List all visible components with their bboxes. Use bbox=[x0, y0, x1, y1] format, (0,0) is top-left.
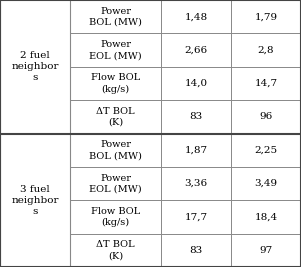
Bar bbox=[70, 234, 161, 267]
Text: 1,48: 1,48 bbox=[185, 12, 208, 21]
Text: ΔT BOL
(K): ΔT BOL (K) bbox=[96, 107, 135, 127]
Bar bbox=[231, 100, 301, 134]
Text: 14,7: 14,7 bbox=[254, 79, 278, 88]
Text: 17,7: 17,7 bbox=[185, 213, 208, 221]
Text: 18,4: 18,4 bbox=[254, 213, 278, 221]
Text: 2,25: 2,25 bbox=[254, 146, 278, 155]
Bar bbox=[70, 167, 161, 200]
Text: Power
BOL (MW): Power BOL (MW) bbox=[89, 7, 142, 27]
Bar bbox=[231, 167, 301, 200]
Text: 2,8: 2,8 bbox=[258, 46, 274, 54]
Bar bbox=[70, 200, 161, 234]
Text: 3,36: 3,36 bbox=[185, 179, 208, 188]
Bar bbox=[161, 0, 231, 33]
Text: 97: 97 bbox=[259, 246, 273, 255]
Bar bbox=[70, 100, 161, 134]
Text: Flow BOL
(kg/s): Flow BOL (kg/s) bbox=[91, 73, 140, 93]
Text: Power
EOL (MW): Power EOL (MW) bbox=[89, 40, 142, 60]
Bar bbox=[161, 67, 231, 100]
Bar bbox=[231, 234, 301, 267]
Text: Power
EOL (MW): Power EOL (MW) bbox=[89, 174, 142, 194]
Text: 1,87: 1,87 bbox=[185, 146, 208, 155]
Text: 1,79: 1,79 bbox=[254, 12, 278, 21]
Text: 2 fuel
neighbor
s: 2 fuel neighbor s bbox=[11, 51, 59, 82]
Bar bbox=[231, 67, 301, 100]
Bar bbox=[70, 33, 161, 67]
Bar bbox=[70, 0, 161, 33]
Text: 3,49: 3,49 bbox=[254, 179, 278, 188]
Bar bbox=[231, 0, 301, 33]
Bar bbox=[231, 200, 301, 234]
Bar bbox=[161, 167, 231, 200]
Bar bbox=[161, 100, 231, 134]
Bar bbox=[231, 33, 301, 67]
Bar bbox=[70, 67, 161, 100]
Text: ΔT BOL
(K): ΔT BOL (K) bbox=[96, 240, 135, 260]
Bar bbox=[70, 134, 161, 167]
Text: 14,0: 14,0 bbox=[185, 79, 208, 88]
Text: 83: 83 bbox=[189, 112, 203, 121]
Text: 83: 83 bbox=[189, 246, 203, 255]
Text: 96: 96 bbox=[259, 112, 273, 121]
Bar bbox=[161, 234, 231, 267]
Text: Flow BOL
(kg/s): Flow BOL (kg/s) bbox=[91, 207, 140, 227]
Bar bbox=[231, 134, 301, 167]
Text: 3 fuel
neighbor
s: 3 fuel neighbor s bbox=[11, 185, 59, 216]
Bar bbox=[0, 0, 70, 134]
Bar bbox=[161, 134, 231, 167]
Bar bbox=[161, 200, 231, 234]
Bar bbox=[0, 134, 70, 267]
Text: Power
BOL (MW): Power BOL (MW) bbox=[89, 140, 142, 160]
Text: 2,66: 2,66 bbox=[185, 46, 208, 54]
Bar bbox=[161, 33, 231, 67]
